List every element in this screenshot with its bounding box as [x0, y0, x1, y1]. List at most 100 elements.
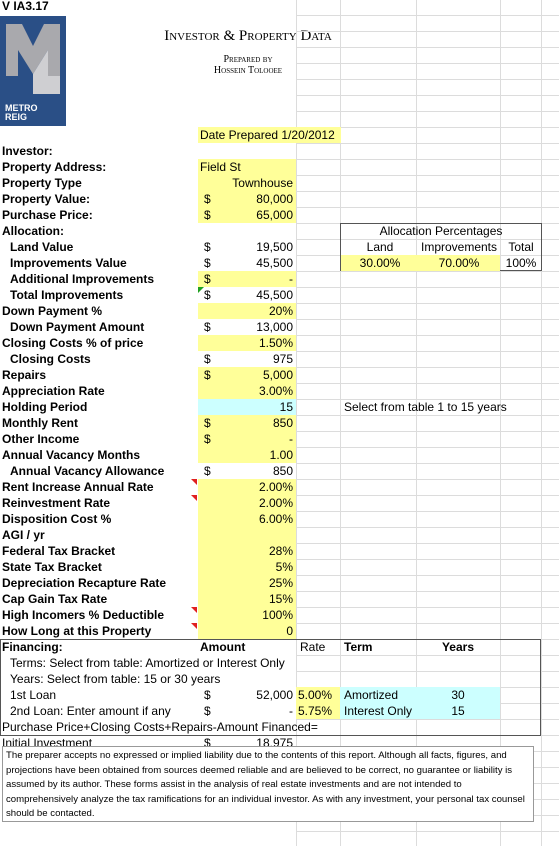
row-value: 1.00 — [269, 448, 293, 462]
column-header: Rate — [300, 640, 326, 654]
row-label: Closing Costs — [10, 352, 91, 366]
row-value: 850 — [272, 416, 293, 430]
allocation-header: Total — [508, 240, 534, 254]
row-value: 1.50% — [258, 336, 293, 350]
currency-sign: $ — [204, 368, 211, 382]
currency-sign: $ — [204, 320, 211, 334]
row-value: - — [289, 272, 293, 286]
row-label: Property Address: — [2, 160, 107, 174]
grid-line — [296, 271, 559, 272]
grid-line — [296, 95, 559, 96]
row-value: 25% — [268, 576, 293, 590]
grid-line — [296, 607, 559, 608]
loan-amount: 52,000 — [256, 688, 293, 702]
prepared-by: Prepared by — [223, 54, 273, 65]
row-value: 15 — [279, 400, 293, 414]
financing-title: Financing: — [2, 640, 63, 654]
formula: Purchase Price+Closing Costs+Repairs-Amo… — [2, 720, 318, 734]
row-label: Additional Improvements — [10, 272, 155, 286]
row-value: 975 — [272, 352, 293, 366]
allocation-title: Allocation Percentages — [379, 224, 503, 238]
cell-fill — [198, 271, 296, 287]
loan-label: 1st Loan — [10, 688, 57, 702]
grid-line — [296, 399, 559, 400]
row-value: 45,500 — [256, 288, 293, 302]
row-value: 2.00% — [258, 496, 293, 510]
comment-marker — [198, 287, 204, 293]
grid-line — [296, 431, 559, 432]
grid-line — [296, 239, 559, 240]
cell-fill — [198, 159, 296, 175]
grid-line — [296, 0, 297, 846]
currency-sign: $ — [204, 352, 211, 366]
row-label: Purchase Price: — [2, 208, 93, 222]
column-header: Years — [441, 640, 475, 654]
row-value: 100% — [262, 608, 293, 622]
grid-line — [296, 415, 559, 416]
page-title: Investor & Property Data — [164, 28, 332, 44]
grid-line — [296, 111, 559, 112]
row-value: 80,000 — [256, 192, 293, 206]
cell-fill — [198, 623, 296, 639]
grid-line — [296, 367, 559, 368]
row-value: Townhouse — [232, 176, 293, 190]
row-label: Property Value: — [2, 192, 91, 206]
row-label: Rent Increase Annual Rate — [2, 480, 154, 494]
grid-line — [296, 79, 559, 80]
allocation-value: 70.00% — [438, 256, 480, 270]
financing-note: Terms: Select from table: Amortized or I… — [10, 656, 285, 670]
row-value: 0 — [286, 624, 293, 638]
row-value: 2.00% — [258, 480, 293, 494]
currency-sign: $ — [204, 464, 211, 478]
cell-fill — [198, 367, 296, 383]
logo: METRO REIG — [0, 16, 66, 126]
cell-fill — [198, 575, 296, 591]
row-label: Property Type — [2, 176, 82, 190]
grid-line — [296, 495, 559, 496]
grid-line — [296, 303, 559, 304]
cell-fill — [198, 559, 296, 575]
loan-term: Amortized — [344, 688, 399, 702]
grid-line — [296, 463, 559, 464]
loan-rate: 5.00% — [298, 688, 333, 702]
grid-line — [296, 31, 559, 32]
loan-term: Interest Only — [344, 704, 413, 718]
grid-line — [296, 623, 559, 624]
grid-line — [296, 63, 559, 64]
grid-line — [296, 447, 559, 448]
currency-sign: $ — [204, 288, 211, 302]
row-label: AGI / yr — [2, 528, 45, 542]
row-label: Investor: — [2, 144, 53, 158]
column-header: Term — [344, 640, 373, 654]
row-label: Down Payment Amount — [10, 320, 145, 334]
disclaimer: The preparer accepts no expressed or imp… — [2, 746, 534, 822]
grid-line — [340, 0, 341, 846]
row-label: Allocation: — [2, 224, 64, 238]
row-label: Annual Vacancy Allowance — [10, 464, 165, 478]
allocation-value: 100% — [505, 256, 537, 270]
grid-line — [296, 479, 559, 480]
row-label: Other Income — [2, 432, 80, 446]
date-prepared: Date Prepared 1/20/2012 — [200, 128, 335, 142]
grid-line — [296, 47, 559, 48]
grid-line — [296, 335, 559, 336]
row-label: Land Value — [10, 240, 74, 254]
row-value: 45,500 — [256, 256, 293, 270]
cell-fill — [198, 399, 296, 415]
loan-years: 30 — [451, 688, 465, 702]
grid-line — [296, 351, 559, 352]
row-value: 3.00% — [258, 384, 293, 398]
financing-note: Years: Select from table: 15 or 30 years — [10, 672, 221, 686]
cell-fill — [198, 495, 296, 511]
allocation-header: Improvements — [420, 240, 498, 254]
grid-line — [296, 383, 559, 384]
grid-line — [296, 191, 559, 192]
currency-sign: $ — [204, 272, 211, 286]
currency-sign: $ — [204, 704, 211, 718]
grid-line — [296, 207, 559, 208]
row-value: Field St — [200, 160, 241, 174]
grid-line — [296, 319, 559, 320]
row-label: Holding Period — [2, 400, 88, 414]
cell-fill — [198, 191, 296, 207]
